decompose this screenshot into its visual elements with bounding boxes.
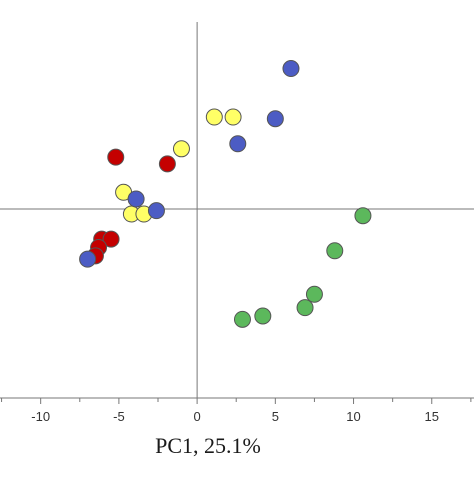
data-point-group-4 xyxy=(305,285,323,303)
data-point-group-3 xyxy=(127,190,145,208)
data-point-group-1 xyxy=(158,155,176,173)
data-points xyxy=(79,60,372,328)
data-point-group-2 xyxy=(172,140,190,158)
data-point-group-4 xyxy=(233,310,251,328)
data-point-group-3 xyxy=(229,135,247,153)
data-point-group-1 xyxy=(102,230,120,248)
x-tick-label: -5 xyxy=(113,409,125,424)
data-point-group-3 xyxy=(79,250,97,268)
data-point-group-4 xyxy=(326,242,344,260)
x-tick-label: -10 xyxy=(31,409,50,424)
data-point-group-4 xyxy=(296,299,314,317)
x-ticks: -10 -5 0 5 10 15 xyxy=(1,398,472,424)
data-point-group-3 xyxy=(282,60,300,78)
data-point-group-2 xyxy=(205,108,223,126)
data-point-group-2 xyxy=(224,108,242,126)
x-tick-label: 10 xyxy=(346,409,360,424)
data-point-group-4 xyxy=(354,207,372,225)
x-tick-label: 5 xyxy=(272,409,279,424)
data-point-group-3 xyxy=(147,202,165,220)
x-tick-label: 15 xyxy=(425,409,439,424)
x-axis-title: PC1, 25.1% xyxy=(155,433,261,458)
data-point-group-3 xyxy=(266,110,284,128)
data-point-group-4 xyxy=(254,307,272,325)
x-tick-label: 0 xyxy=(193,409,200,424)
data-point-group-1 xyxy=(107,148,125,166)
